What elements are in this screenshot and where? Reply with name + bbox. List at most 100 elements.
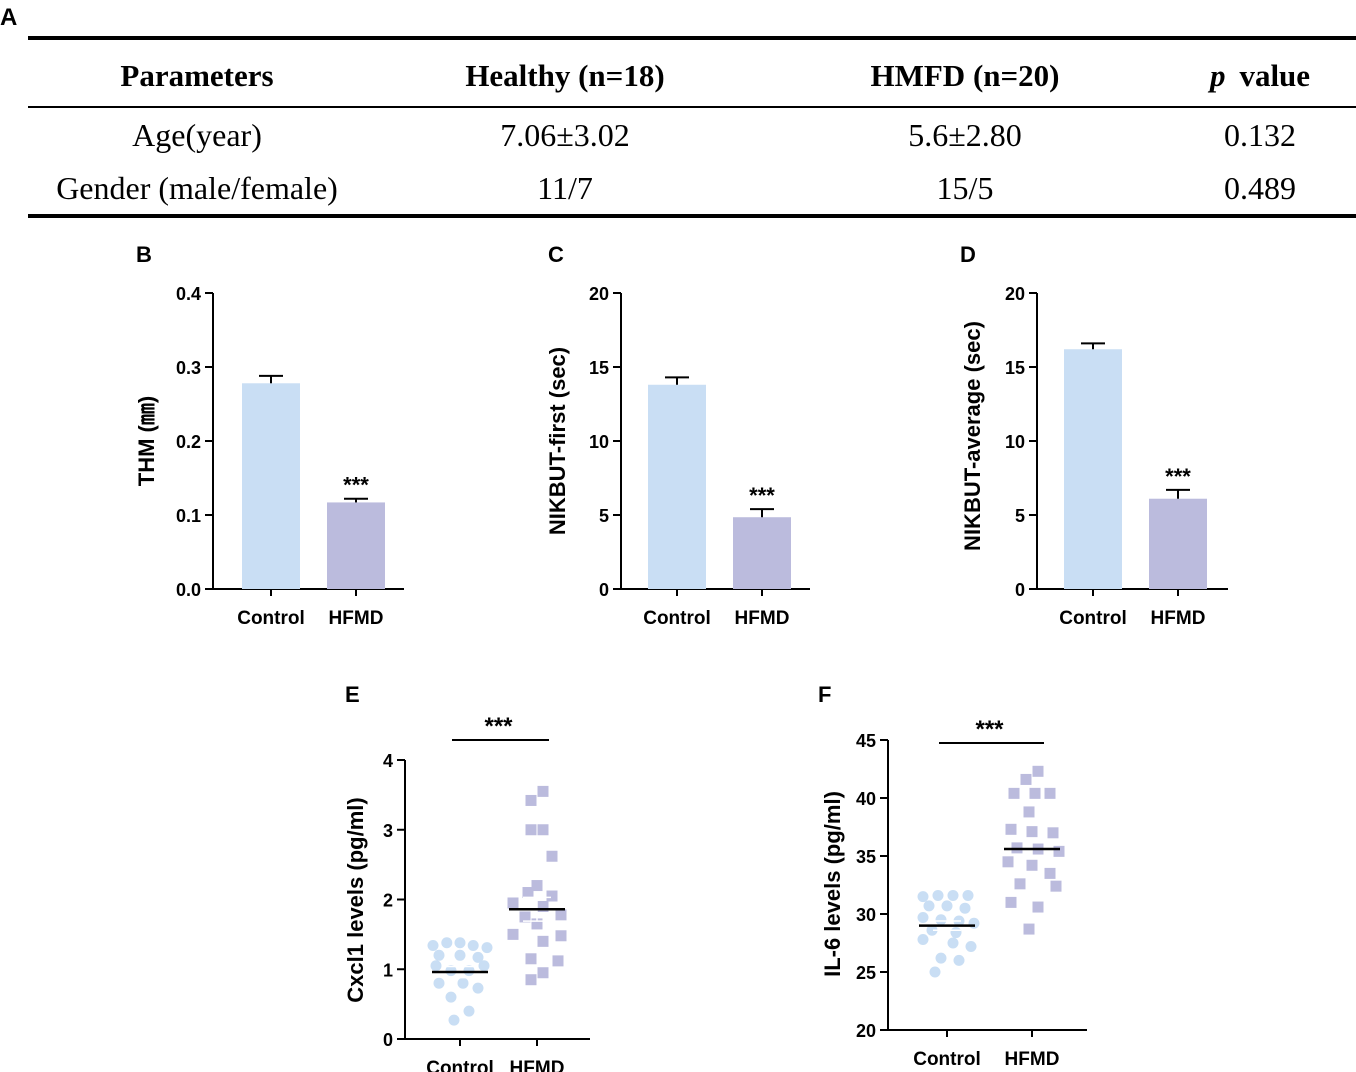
- data-point-f-hfmd: [1026, 859, 1038, 871]
- y-tick-label-e: 1: [383, 960, 393, 980]
- bar-d-hfmd: [1149, 498, 1207, 589]
- table-cell: 5.6±2.80: [908, 117, 1022, 153]
- data-point-e-control: [454, 937, 466, 949]
- table-header-parameters: Parameters: [120, 58, 273, 93]
- table-header-p-value: p value: [1207, 58, 1310, 93]
- table-header-healthy: Healthy (n=18): [465, 58, 664, 93]
- data-point-e-control: [427, 940, 439, 952]
- data-point-e-hfmd: [525, 824, 537, 836]
- data-point-f-control: [917, 891, 929, 903]
- x-tick-label-c: Control: [643, 608, 711, 629]
- y-axis-label-b: THM (㎜): [134, 396, 159, 486]
- data-point-e-hfmd: [546, 850, 558, 862]
- y-tick-label-b: 0.3: [176, 358, 201, 378]
- data-point-e-hfmd: [507, 928, 519, 940]
- x-tick-label-d: Control: [1059, 608, 1127, 629]
- y-tick-label-c: 5: [599, 506, 609, 526]
- data-point-f-hfmd: [1032, 765, 1044, 777]
- y-tick-label-f: 30: [856, 905, 876, 925]
- data-point-e-hfmd: [537, 785, 549, 797]
- data-point-f-hfmd: [1044, 867, 1056, 879]
- data-point-e-control: [467, 940, 479, 952]
- data-point-f-control: [917, 934, 929, 946]
- panel-label-e: E: [345, 682, 360, 707]
- data-point-e-control: [463, 965, 475, 977]
- data-point-f-control: [965, 940, 977, 952]
- y-tick-label-f: 20: [856, 1021, 876, 1041]
- p-symbol: p: [1207, 58, 1226, 93]
- x-tick-label-b: Control: [237, 608, 305, 629]
- y-axis-label-c: NIKBUT-first (sec): [545, 347, 570, 535]
- data-point-f-control: [950, 927, 962, 939]
- data-point-f-hfmd: [1005, 896, 1017, 908]
- significance-e: ***: [484, 713, 513, 740]
- data-point-f-hfmd: [1023, 923, 1035, 935]
- data-point-e-control: [433, 949, 445, 961]
- data-point-e-hfmd: [531, 918, 543, 930]
- data-point-f-control: [953, 954, 965, 966]
- data-point-e-hfmd: [525, 794, 537, 806]
- data-point-e-hfmd: [555, 909, 567, 921]
- data-point-f-hfmd: [1023, 806, 1035, 818]
- data-point-f-control: [935, 952, 947, 964]
- data-point-e-hfmd: [522, 887, 534, 899]
- data-point-e-control: [478, 960, 490, 972]
- data-point-e-control: [430, 960, 442, 972]
- data-point-f-hfmd: [1053, 845, 1065, 857]
- significance-c: ***: [749, 483, 775, 508]
- data-point-f-control: [968, 917, 980, 929]
- data-point-f-control: [941, 900, 953, 912]
- data-point-e-hfmd: [537, 824, 549, 836]
- x-tick-label-e: Control: [426, 1058, 494, 1072]
- table-cell: 0.489: [1224, 170, 1296, 206]
- y-tick-label-f: 40: [856, 789, 876, 809]
- panel-label-f: F: [818, 682, 831, 707]
- x-tick-label-b: HFMD: [329, 608, 384, 629]
- data-point-e-hfmd: [546, 890, 558, 902]
- data-point-f-hfmd: [1029, 787, 1041, 799]
- y-axis-label-e: Cxcl1 levels (pg/ml): [343, 797, 368, 1002]
- data-point-f-hfmd: [1014, 878, 1026, 890]
- y-tick-label-c: 15: [589, 358, 609, 378]
- data-point-f-hfmd: [1044, 787, 1056, 799]
- y-tick-label-e: 0: [383, 1030, 393, 1050]
- y-tick-label-f: 35: [856, 847, 876, 867]
- data-point-e-hfmd: [525, 974, 537, 986]
- data-point-e-hfmd: [531, 880, 543, 892]
- y-tick-label-b: 0.1: [176, 506, 201, 526]
- data-point-e-control: [472, 982, 484, 994]
- data-point-e-control: [445, 965, 457, 977]
- y-tick-label-d: 0: [1015, 580, 1025, 600]
- data-point-e-control: [472, 951, 484, 963]
- data-point-e-control: [441, 937, 453, 949]
- data-point-f-hfmd: [1026, 826, 1038, 838]
- data-point-e-hfmd: [537, 967, 549, 979]
- y-tick-label-c: 10: [589, 432, 609, 452]
- bar-c-control: [648, 384, 706, 589]
- bar-c-hfmd: [733, 517, 791, 589]
- y-axis-label-f: IL-6 levels (pg/ml): [820, 791, 845, 977]
- data-point-e-hfmd: [507, 897, 519, 909]
- table-header-hmfd: HMFD (n=20): [871, 58, 1060, 93]
- panel-label-a: A: [0, 4, 17, 31]
- data-point-e-control: [463, 1005, 475, 1017]
- value-word: value: [1239, 58, 1310, 93]
- panel-label-d: D: [960, 242, 976, 267]
- table-cell: Age(year): [132, 117, 262, 153]
- data-point-f-control: [947, 889, 959, 901]
- y-tick-label-f: 25: [856, 963, 876, 983]
- y-tick-label-d: 10: [1005, 432, 1025, 452]
- data-point-f-control: [926, 924, 938, 936]
- table-cell: 0.132: [1224, 117, 1296, 153]
- y-tick-label-b: 0.2: [176, 432, 201, 452]
- data-point-f-control: [917, 911, 929, 923]
- data-point-f-control: [932, 889, 944, 901]
- x-tick-label-f: Control: [913, 1049, 981, 1070]
- data-point-e-control: [457, 977, 469, 989]
- data-point-f-hfmd: [1047, 827, 1059, 839]
- significance-f: ***: [975, 716, 1004, 743]
- x-tick-label-c: HFMD: [735, 608, 790, 629]
- table-cell: 7.06±3.02: [500, 117, 630, 153]
- y-tick-label-b: 0.0: [176, 580, 201, 600]
